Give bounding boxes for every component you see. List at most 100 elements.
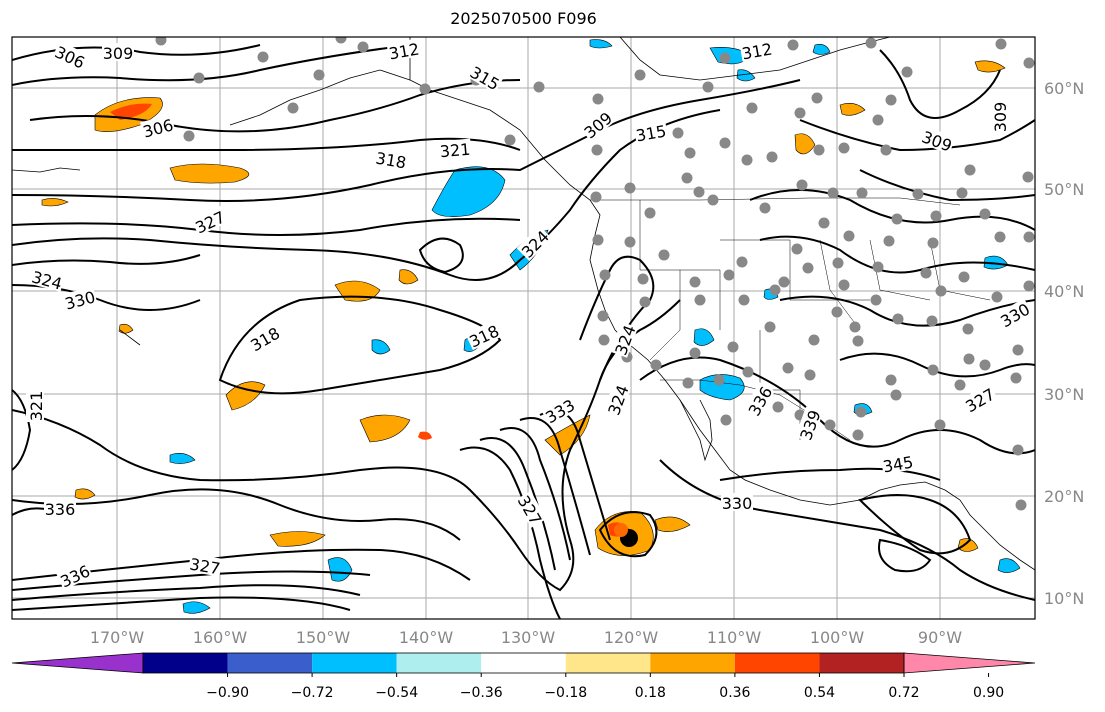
station-dot — [681, 172, 693, 184]
contour-label: 321 — [27, 391, 46, 422]
station-dot — [855, 406, 867, 418]
station-dot — [257, 51, 269, 63]
longitude-tick-label: 130°W — [501, 628, 556, 647]
station-dot — [964, 164, 976, 176]
storm-symbol — [614, 523, 638, 547]
contour-label-bg — [467, 61, 504, 93]
contour-label-bg — [465, 320, 502, 351]
contour-label-bg — [880, 451, 916, 475]
station-dot — [880, 144, 892, 156]
station-dot — [956, 187, 968, 199]
contour-label-bg — [795, 406, 823, 443]
station-dot — [1012, 344, 1024, 356]
contour-label-bg — [56, 560, 93, 591]
station-dot — [772, 401, 784, 413]
station-dot — [723, 269, 735, 281]
colorbar-extend-min — [11, 652, 144, 674]
station-dot — [991, 291, 1003, 303]
contour-label-bg — [246, 322, 283, 354]
contour-label: 336 — [45, 500, 76, 519]
station-dot — [658, 249, 670, 261]
contour-label-bg — [919, 126, 956, 154]
colorbar-tick-label: −0.90 — [206, 685, 249, 701]
station-dot — [891, 213, 903, 225]
station-dot — [808, 334, 820, 346]
station-dot — [599, 269, 611, 281]
colorbar-extend-max — [903, 652, 1036, 674]
station-dot — [1022, 171, 1034, 183]
station-dot — [824, 419, 836, 431]
station-dot — [769, 284, 781, 296]
longitude-tick-label: 150°W — [296, 628, 351, 647]
contour-label-bg — [990, 101, 1008, 133]
station-dot — [313, 69, 325, 81]
station-dot — [634, 69, 646, 81]
station-dot — [590, 191, 602, 203]
contour-label-bg — [187, 553, 223, 577]
latitude-tick-label: 10°N — [1044, 589, 1084, 608]
station-dot — [885, 94, 897, 106]
station-dot — [707, 194, 719, 206]
station-dot — [892, 313, 904, 325]
colorbar-segment — [227, 653, 313, 673]
contour-label-bg — [139, 114, 176, 140]
contour-label-bg — [52, 41, 89, 72]
station-dot — [831, 306, 843, 318]
contour-label: 309 — [991, 102, 1010, 133]
station-dot — [193, 72, 205, 84]
latitude-tick-label: 60°N — [1044, 79, 1084, 98]
latitude-tick-label: 30°N — [1044, 385, 1084, 404]
station-dot — [597, 310, 609, 322]
station-dot — [962, 323, 974, 335]
contour-label-bg — [579, 107, 616, 142]
station-dot — [766, 151, 778, 163]
station-dot — [872, 114, 884, 126]
station-dot — [746, 102, 758, 114]
station-dot — [934, 419, 946, 431]
station-dot — [742, 366, 754, 378]
station-dot — [764, 321, 776, 333]
station-dot — [926, 315, 938, 327]
station-dot — [849, 321, 861, 333]
station-dot — [890, 389, 902, 401]
longitude-labels: 170°W 160°W 150°W 140°W 130°W 120°W 110°W 100°W… — [90, 628, 962, 647]
longitude-tick-label: 100°W — [810, 628, 865, 647]
station-dot — [682, 377, 694, 389]
contour-label: 309 — [103, 44, 134, 63]
station-dot — [994, 231, 1006, 243]
station-dot — [963, 353, 975, 365]
station-dot — [804, 369, 816, 381]
contour-label-bg — [191, 206, 228, 237]
station-dot — [832, 257, 844, 269]
station-dot — [650, 359, 662, 371]
map-title: 2025070500 F096 — [450, 9, 597, 28]
station-dot — [689, 276, 701, 288]
longitude-tick-label: 160°W — [193, 628, 248, 647]
colorbar-outline — [142, 652, 905, 674]
station-dot — [504, 134, 516, 146]
contour-label-bg — [743, 382, 775, 419]
station-dot — [598, 334, 610, 346]
longitude-tick-label: 110°W — [707, 628, 762, 647]
station-dot — [637, 273, 649, 285]
station-dot — [838, 279, 850, 291]
station-dot — [778, 276, 790, 288]
station-dot — [1015, 499, 1027, 511]
station-dot — [927, 364, 939, 376]
station-dot — [787, 39, 799, 51]
station-dot — [802, 262, 814, 274]
station-dot — [843, 230, 855, 242]
station-dot — [796, 179, 808, 191]
latitude-tick-label: 20°N — [1044, 487, 1084, 506]
colorbar-segment — [396, 653, 482, 673]
map-frame — [11, 36, 1036, 620]
station-dot — [1023, 280, 1035, 292]
station-dot — [1023, 57, 1035, 69]
colorbar-segment — [734, 653, 820, 673]
station-dot — [741, 154, 753, 166]
station-dot — [791, 243, 803, 255]
colorbar-tick-label: 0.18 — [635, 685, 666, 701]
station-dot — [979, 208, 991, 220]
colorbar-segment — [143, 653, 228, 673]
colorbar-tick-label: 0.72 — [888, 685, 919, 701]
